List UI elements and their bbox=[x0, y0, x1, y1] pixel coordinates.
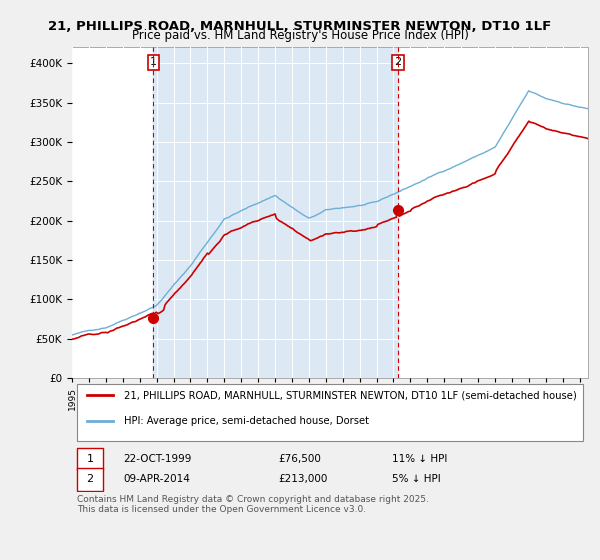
Text: 11% ↓ HPI: 11% ↓ HPI bbox=[392, 454, 447, 464]
Text: HPI: Average price, semi-detached house, Dorset: HPI: Average price, semi-detached house,… bbox=[124, 417, 368, 427]
Text: Contains HM Land Registry data © Crown copyright and database right 2025.
This d: Contains HM Land Registry data © Crown c… bbox=[77, 495, 429, 514]
Text: 2: 2 bbox=[86, 474, 94, 484]
Bar bbox=[154, 48, 398, 378]
Text: 5% ↓ HPI: 5% ↓ HPI bbox=[392, 474, 440, 484]
Text: 09-APR-2014: 09-APR-2014 bbox=[124, 474, 190, 484]
Text: 21, PHILLIPS ROAD, MARNHULL, STURMINSTER NEWTON, DT10 1LF: 21, PHILLIPS ROAD, MARNHULL, STURMINSTER… bbox=[49, 20, 551, 32]
Text: 1: 1 bbox=[150, 57, 157, 67]
Text: £213,000: £213,000 bbox=[278, 474, 328, 484]
FancyBboxPatch shape bbox=[77, 447, 103, 470]
Text: 2: 2 bbox=[394, 57, 401, 67]
FancyBboxPatch shape bbox=[77, 384, 583, 441]
Text: 1: 1 bbox=[86, 454, 94, 464]
FancyBboxPatch shape bbox=[77, 468, 103, 491]
Text: Price paid vs. HM Land Registry's House Price Index (HPI): Price paid vs. HM Land Registry's House … bbox=[131, 29, 469, 42]
Bar bbox=[154, 48, 398, 378]
Text: £76,500: £76,500 bbox=[278, 454, 321, 464]
Text: 21, PHILLIPS ROAD, MARNHULL, STURMINSTER NEWTON, DT10 1LF (semi-detached house): 21, PHILLIPS ROAD, MARNHULL, STURMINSTER… bbox=[124, 390, 577, 400]
Text: 22-OCT-1999: 22-OCT-1999 bbox=[124, 454, 192, 464]
